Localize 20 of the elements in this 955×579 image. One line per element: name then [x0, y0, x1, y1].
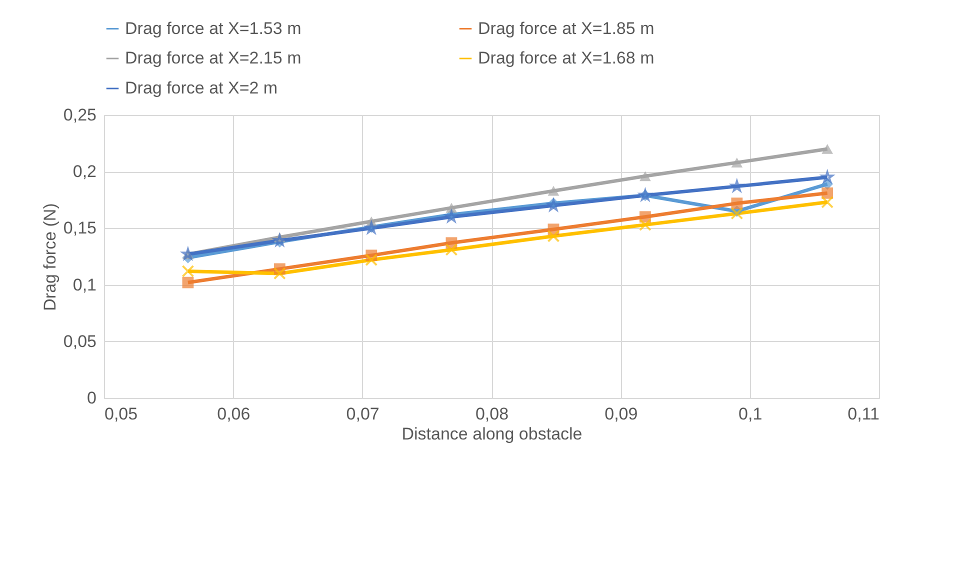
x-tick-label: 0,08: [475, 404, 509, 424]
y-tick-label: 0: [87, 388, 96, 408]
y-tick-label: 0,15: [63, 218, 96, 238]
legend-label: Drag force at X=2.15 m: [125, 48, 302, 68]
y-tick-label: 0,2: [72, 162, 96, 182]
x-tick-label: 0,07: [346, 404, 380, 424]
x-tick-label: 0,06: [217, 404, 250, 424]
x-tick-label: 0,11: [848, 404, 880, 424]
y-axis-title: Drag force (N): [40, 203, 60, 311]
legend-label: Drag force at X=2 m: [125, 78, 278, 98]
x-tick-label: 0,09: [604, 404, 638, 424]
y-tick-label: 0,25: [63, 106, 96, 124]
legend-label: Drag force at X=1.53 m: [125, 18, 302, 38]
legend-label: Drag force at X=1.68 m: [478, 48, 654, 68]
x-tick-label: 0,05: [104, 404, 138, 424]
y-tick-label: 0,1: [72, 275, 96, 294]
x-axis-title: Distance along obstacle: [402, 424, 582, 444]
x-tick-label: 0,1: [738, 404, 762, 424]
legend-label: Drag force at X=1.85 m: [478, 18, 654, 38]
y-tick-label: 0,05: [63, 332, 96, 351]
